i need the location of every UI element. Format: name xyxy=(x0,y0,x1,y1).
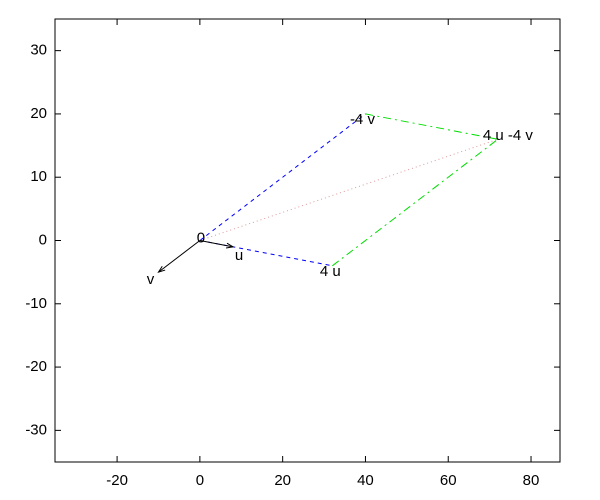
x-tick-label: 40 xyxy=(357,472,374,489)
segment xyxy=(199,240,333,267)
x-tick-label: 0 xyxy=(196,472,204,489)
point-label: -4 v xyxy=(350,111,376,128)
segment xyxy=(199,113,366,241)
plot-frame xyxy=(54,18,561,463)
segment xyxy=(332,138,499,267)
x-tick-label: 80 xyxy=(523,472,540,489)
y-tick-label: -30 xyxy=(25,421,47,438)
x-tick-label: -20 xyxy=(106,472,128,489)
y-tick-label: -10 xyxy=(25,295,47,312)
arrowhead xyxy=(157,265,166,274)
x-tick-label: 20 xyxy=(274,472,291,489)
y-tick-label: 10 xyxy=(30,168,47,185)
point-label: 4 u xyxy=(320,263,341,280)
vector-arrow xyxy=(199,240,234,248)
y-tick-label: -20 xyxy=(25,358,47,375)
arrow-label: v xyxy=(147,271,155,288)
arrow-label: u xyxy=(235,247,243,264)
y-tick-label: 0 xyxy=(39,231,47,248)
segment xyxy=(365,113,499,140)
x-tick-label: 60 xyxy=(440,472,457,489)
segment xyxy=(199,138,499,241)
vector-arrow xyxy=(158,240,201,273)
point-label: 0 xyxy=(197,229,205,246)
point-label: 4 u -4 v xyxy=(483,127,534,144)
y-tick-label: 30 xyxy=(30,42,47,59)
y-tick-label: 20 xyxy=(30,105,47,122)
arrowhead xyxy=(226,242,235,249)
